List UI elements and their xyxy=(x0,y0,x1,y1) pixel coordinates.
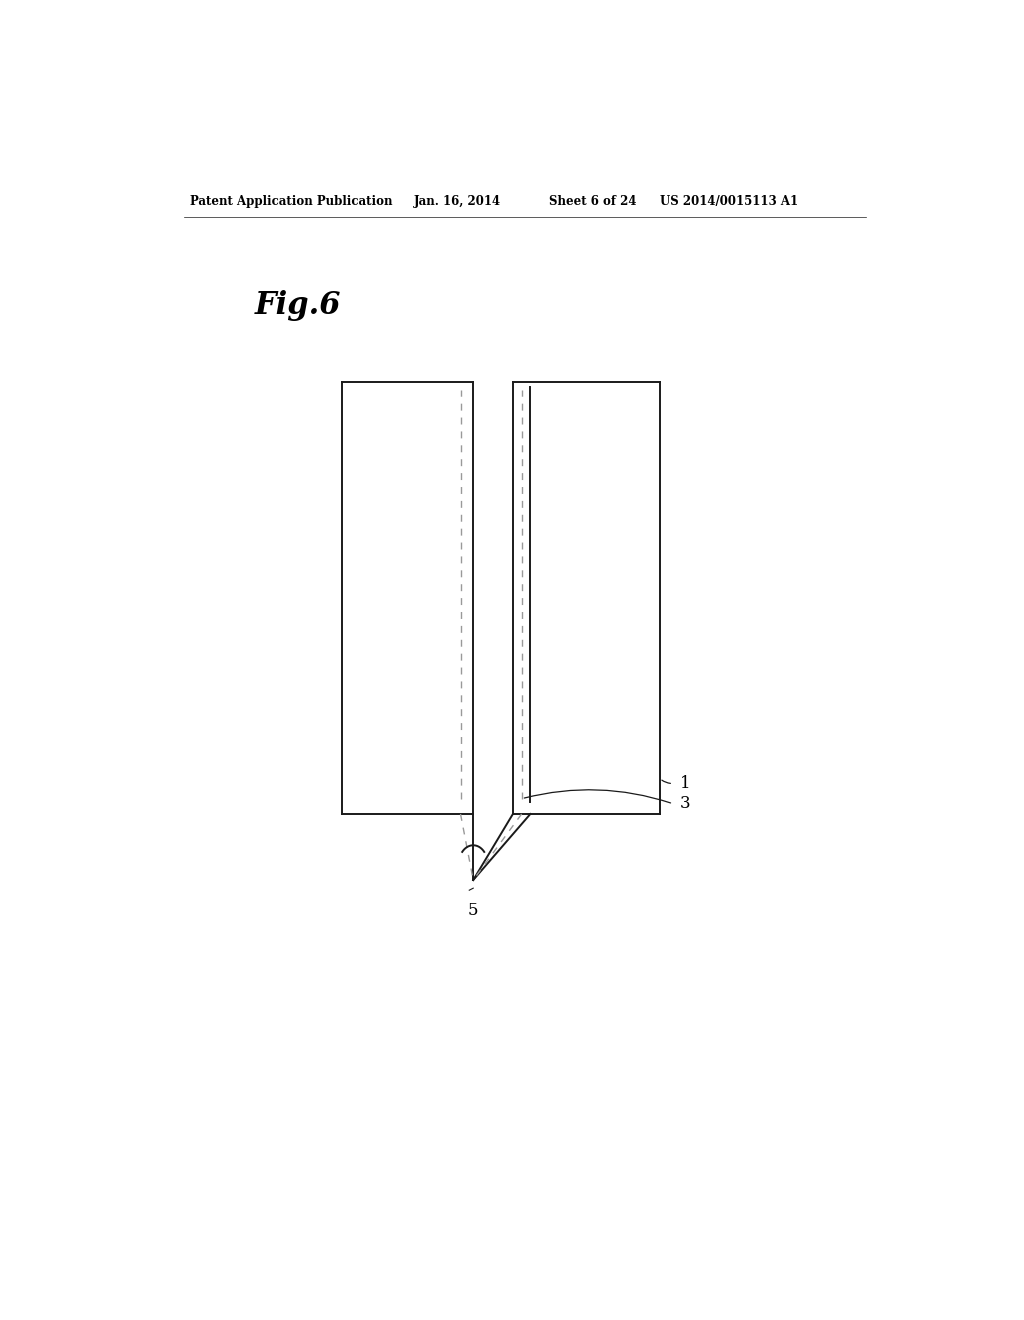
Text: Sheet 6 of 24: Sheet 6 of 24 xyxy=(549,194,636,207)
Text: Jan. 16, 2014: Jan. 16, 2014 xyxy=(414,194,501,207)
Text: 5: 5 xyxy=(468,903,478,920)
Text: Patent Application Publication: Patent Application Publication xyxy=(189,194,392,207)
Text: 1: 1 xyxy=(680,775,690,792)
Text: Fig.6: Fig.6 xyxy=(255,290,341,321)
Text: US 2014/0015113 A1: US 2014/0015113 A1 xyxy=(659,194,798,207)
Text: 3: 3 xyxy=(680,796,690,812)
